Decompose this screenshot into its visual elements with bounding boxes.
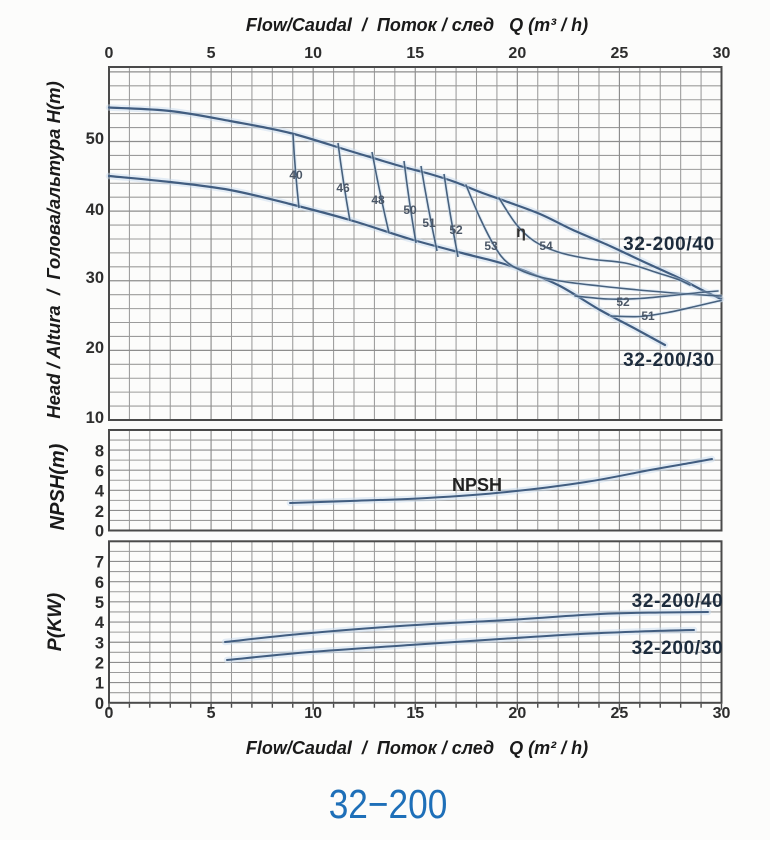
svg-text:53: 53 bbox=[484, 239, 498, 253]
svg-text:4: 4 bbox=[95, 483, 105, 501]
svg-text:3: 3 bbox=[95, 634, 104, 652]
svg-text:4: 4 bbox=[95, 614, 105, 632]
svg-text:52: 52 bbox=[449, 223, 463, 237]
svg-text:30: 30 bbox=[86, 269, 104, 287]
svg-text:20: 20 bbox=[86, 339, 104, 357]
svg-text:32-200/30: 32-200/30 bbox=[632, 638, 724, 659]
svg-text:0: 0 bbox=[95, 695, 104, 713]
svg-text:50: 50 bbox=[403, 203, 417, 217]
svg-text:54: 54 bbox=[539, 239, 553, 253]
svg-text:NPSH: NPSH bbox=[452, 475, 502, 495]
svg-text:32-200/40: 32-200/40 bbox=[632, 591, 724, 612]
svg-text:P(KW): P(KW) bbox=[44, 593, 66, 651]
svg-text:0: 0 bbox=[105, 45, 114, 62]
svg-text:46: 46 bbox=[336, 181, 350, 195]
svg-text:2: 2 bbox=[95, 503, 104, 521]
svg-text:5: 5 bbox=[207, 705, 216, 722]
svg-text:0: 0 bbox=[95, 523, 104, 541]
svg-text:40: 40 bbox=[289, 168, 303, 182]
svg-text:10: 10 bbox=[304, 705, 322, 722]
svg-text:30: 30 bbox=[713, 705, 731, 722]
svg-text:32−200: 32−200 bbox=[329, 782, 448, 828]
svg-text:15: 15 bbox=[406, 45, 424, 62]
svg-text:50: 50 bbox=[86, 130, 104, 148]
svg-text:7: 7 bbox=[95, 554, 104, 572]
svg-text:2: 2 bbox=[95, 655, 104, 673]
svg-text:20: 20 bbox=[508, 705, 526, 722]
svg-text:0: 0 bbox=[105, 705, 114, 722]
svg-text:51: 51 bbox=[641, 309, 655, 323]
svg-text:Flow/Caudal / Поток / след: Flow/Caudal / Поток / след Q (m² / h) bbox=[246, 738, 588, 758]
svg-text:32-200/40: 32-200/40 bbox=[623, 234, 715, 255]
svg-text:6: 6 bbox=[95, 574, 104, 592]
svg-text:Flow/Caudal / Поток / след: Flow/Caudal / Поток / след Q (m³ / h) bbox=[246, 15, 588, 35]
svg-text:10: 10 bbox=[304, 45, 322, 62]
svg-text:6: 6 bbox=[95, 463, 104, 481]
svg-text:40: 40 bbox=[86, 201, 104, 219]
svg-text:η: η bbox=[516, 224, 526, 241]
svg-text:25: 25 bbox=[611, 705, 629, 722]
svg-text:5: 5 bbox=[95, 594, 104, 612]
svg-text:25: 25 bbox=[611, 45, 629, 62]
svg-text:8: 8 bbox=[95, 443, 104, 461]
svg-text:1: 1 bbox=[95, 675, 104, 693]
svg-text:NPSH(m): NPSH(m) bbox=[47, 443, 69, 530]
svg-text:5: 5 bbox=[207, 45, 216, 62]
svg-text:32-200/30: 32-200/30 bbox=[623, 350, 715, 371]
svg-text:48: 48 bbox=[371, 193, 385, 207]
svg-text:52: 52 bbox=[616, 295, 630, 309]
svg-text:10: 10 bbox=[86, 409, 104, 427]
svg-text:15: 15 bbox=[406, 705, 424, 722]
svg-text:20: 20 bbox=[508, 45, 526, 62]
svg-text:51: 51 bbox=[422, 216, 436, 230]
svg-text:Head / Altura / Голова/альту: Head / Altura / Голова/альтура H(m) bbox=[43, 81, 64, 418]
svg-text:30: 30 bbox=[713, 45, 731, 62]
